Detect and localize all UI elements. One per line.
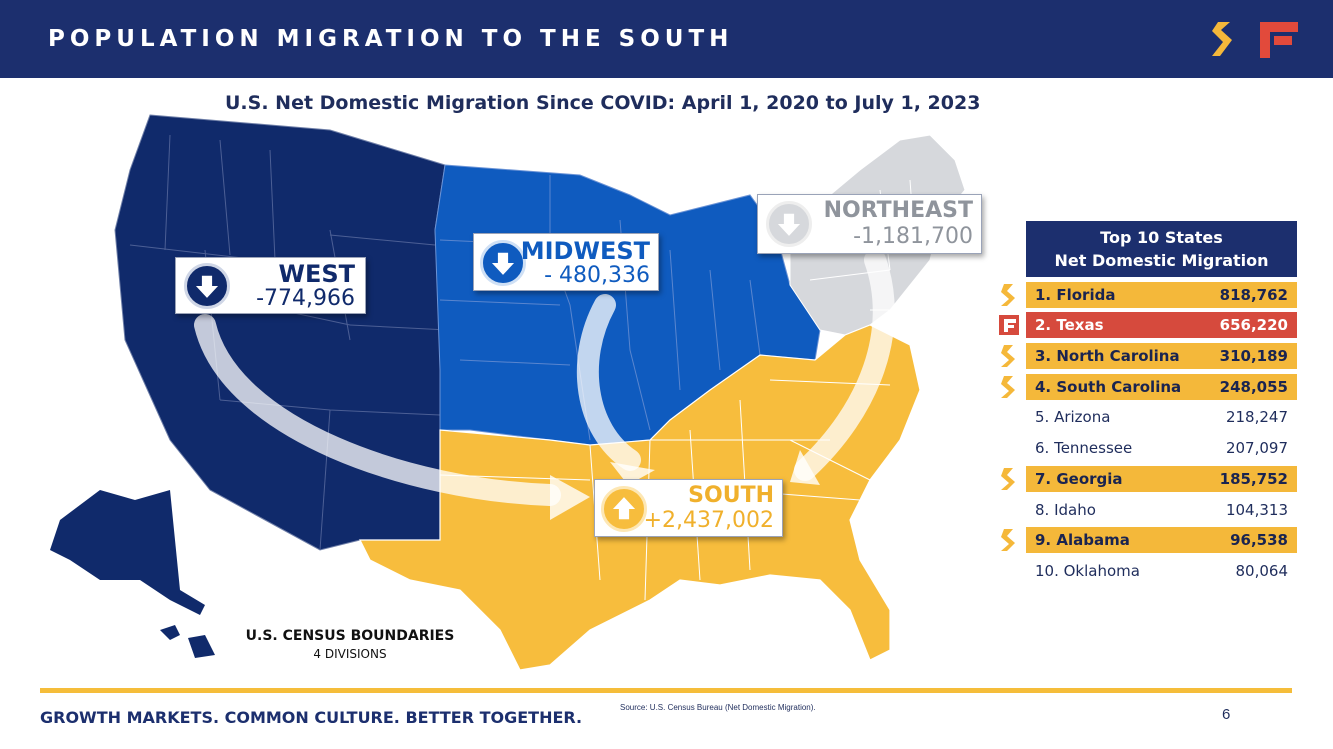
s-logo-icon — [998, 527, 1020, 553]
table-row: 4. South Carolina 248,055 — [1001, 373, 1297, 400]
slide-title: POPULATION MIGRATION TO THE SOUTH — [48, 26, 734, 52]
west-region — [114, 114, 451, 551]
s-logo-icon — [998, 282, 1020, 308]
down-arrow-icon — [184, 263, 230, 309]
migration-value: 656,220 — [1219, 316, 1288, 335]
west-name: WEST — [278, 260, 355, 288]
table-row: 3. North Carolina 310,189 — [1001, 343, 1297, 370]
state-name: 5. Arizona — [1035, 408, 1111, 427]
table-row: 6. Tennessee 207,097 — [1026, 435, 1297, 461]
f-logo-icon — [998, 312, 1020, 338]
migration-value: 248,055 — [1219, 377, 1288, 396]
state-name: 7. Georgia — [1035, 469, 1123, 488]
migration-value: 185,752 — [1219, 469, 1288, 488]
migration-value: 310,189 — [1219, 347, 1288, 366]
map-subtitle: U.S. Net Domestic Migration Since COVID:… — [225, 92, 981, 114]
northeast-name: NORTHEAST — [823, 198, 973, 223]
table-row: 5. Arizona 218,247 — [1026, 404, 1297, 430]
company-logo — [1212, 22, 1298, 58]
source-note: Source: U.S. Census Bureau (Net Domestic… — [620, 703, 816, 712]
alaska-shape — [50, 490, 205, 615]
west-value: -774,966 — [256, 286, 355, 311]
table-row: 7. Georgia 185,752 — [1001, 465, 1297, 492]
us-region-map — [50, 114, 966, 671]
midwest-callout: MIDWEST - 480,336 — [473, 233, 659, 291]
footer-divider — [40, 688, 1292, 693]
table-header: Top 10 States Net Domestic Migration — [1026, 221, 1297, 277]
census-title: U.S. CENSUS BOUNDARIES — [245, 628, 455, 644]
table-row: 9. Alabama 96,538 — [1001, 527, 1297, 554]
table-title-line1: Top 10 States — [1100, 228, 1223, 247]
south-callout: SOUTH +2,437,002 — [594, 479, 783, 537]
south-value: +2,437,002 — [643, 508, 774, 533]
census-subtitle: 4 DIVISIONS — [313, 647, 387, 661]
s-logo-icon — [998, 374, 1020, 400]
top10-table: Top 10 States Net Domestic Migration 1. … — [999, 221, 1297, 584]
state-name: 4. South Carolina — [1035, 377, 1182, 396]
migration-value: 96,538 — [1230, 531, 1288, 550]
state-name: 2. Texas — [1035, 316, 1104, 335]
state-name: 9. Alabama — [1035, 531, 1130, 550]
migration-value: 80,064 — [1235, 561, 1289, 580]
table-row: 1. Florida 818,762 — [1001, 281, 1297, 308]
table-row: 8. Idaho 104,313 — [1026, 497, 1297, 523]
up-arrow-icon — [601, 486, 647, 532]
footer-tagline: GROWTH MARKETS. COMMON CULTURE. BETTER T… — [40, 708, 583, 727]
page-number: 6 — [1222, 706, 1231, 723]
down-arrow-icon — [766, 201, 812, 247]
s-logo-icon — [998, 466, 1020, 492]
migration-value: 104,313 — [1225, 500, 1288, 519]
midwest-name: MIDWEST — [520, 237, 650, 265]
down-arrow-icon — [480, 240, 526, 286]
south-name: SOUTH — [688, 483, 774, 508]
hawaii-shape — [160, 625, 215, 658]
west-callout: WEST -774,966 — [175, 257, 366, 314]
state-name: 3. North Carolina — [1035, 347, 1180, 366]
migration-value: 207,097 — [1225, 439, 1288, 458]
table-row: 10. Oklahoma 80,064 — [1026, 558, 1297, 584]
state-name: 10. Oklahoma — [1035, 561, 1140, 580]
migration-value: 218,247 — [1225, 408, 1288, 427]
state-name: 8. Idaho — [1035, 500, 1096, 519]
state-name: 1. Florida — [1035, 285, 1116, 304]
state-name: 6. Tennessee — [1035, 439, 1133, 458]
table-row: 2. Texas 656,220 — [999, 312, 1297, 339]
table-title-line2: Net Domestic Migration — [1054, 251, 1269, 270]
s-logo-icon — [998, 343, 1020, 369]
northeast-callout: NORTHEAST -1,181,700 — [757, 194, 982, 254]
northeast-value: -1,181,700 — [853, 224, 973, 249]
census-label: U.S. CENSUS BOUNDARIES 4 DIVISIONS — [230, 628, 470, 661]
midwest-value: - 480,336 — [544, 263, 650, 288]
migration-value: 818,762 — [1219, 285, 1288, 304]
header-bar: POPULATION MIGRATION TO THE SOUTH — [0, 0, 1333, 78]
